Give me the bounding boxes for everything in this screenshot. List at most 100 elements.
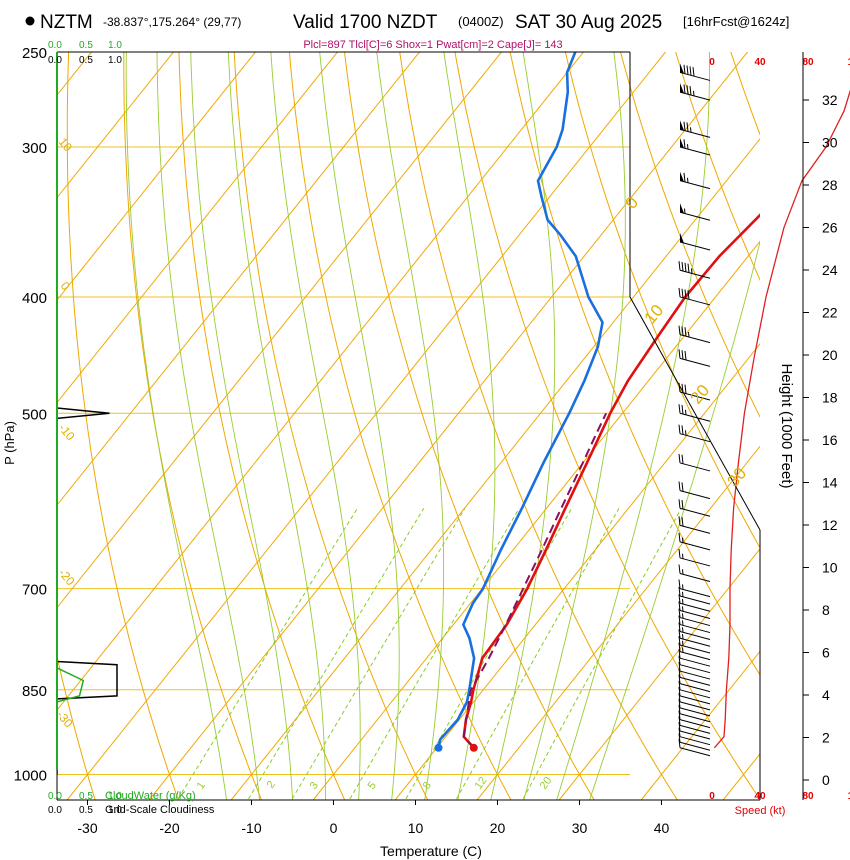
- barb-flag: [678, 674, 681, 684]
- barb-flag: [678, 716, 681, 726]
- barb-staff: [679, 588, 711, 598]
- wind-barb-320: [679, 171, 711, 190]
- cloud-scale-top: 0.0 0.5 1.0 0.0 0.5 1.0: [48, 40, 122, 66]
- barb-staff: [679, 357, 711, 367]
- barb-staff: [679, 391, 711, 401]
- barb-staff: [679, 557, 711, 567]
- barb-flag: [684, 262, 687, 272]
- barb-flag: [678, 594, 681, 604]
- barb-staff: [679, 695, 711, 705]
- x-tick-label--30: -30: [77, 820, 97, 836]
- barb-flag: [678, 649, 681, 659]
- barb-flag: [692, 67, 695, 77]
- dry-adiabat-80: [619, 52, 760, 418]
- isotherm--90: [57, 52, 175, 199]
- height-tick-label-10: 10: [822, 560, 838, 576]
- barb-flag: [687, 263, 690, 273]
- sounding-profiles: [57, 52, 760, 775]
- cw-scale-top-0: 0.0: [48, 40, 62, 51]
- isotherm--10: [230, 138, 760, 800]
- isotherm--70: [57, 52, 339, 404]
- speed-tick-top-0: 0: [709, 57, 715, 68]
- wind-barb-620: [678, 516, 711, 534]
- height-tick-label-0: 0: [822, 772, 830, 788]
- barb-flag: [678, 680, 681, 690]
- barb-flag: [681, 517, 684, 527]
- barb-flag: [678, 601, 681, 611]
- wind-barb-750: [678, 615, 711, 634]
- barb-flag: [678, 287, 681, 298]
- barb-pennant: [680, 138, 684, 149]
- barb-staff: [679, 683, 711, 693]
- barb-pennant: [680, 83, 684, 94]
- x-axis-title: Temperature (C): [380, 843, 482, 859]
- surface-temperature-dot: [469, 743, 478, 752]
- wind-barb-870: [678, 692, 711, 711]
- barb-half-flag: [685, 409, 687, 415]
- x-tick-label-0: 0: [330, 820, 338, 836]
- cloudiness-title: Grid-Scale Cloudiness: [105, 804, 215, 816]
- height-tick-label-12: 12: [822, 517, 838, 533]
- barb-flag: [678, 721, 681, 732]
- pressure-label-300: 300: [22, 140, 47, 157]
- barb-staff: [679, 719, 711, 729]
- dry-adiabat--20: [66, 52, 179, 800]
- barb-flag: [681, 326, 684, 336]
- barb-staff: [679, 602, 711, 612]
- barb-staff: [679, 624, 711, 634]
- barb-flag: [678, 548, 681, 558]
- wind-barb-930: [678, 727, 711, 746]
- barb-staff: [679, 701, 711, 711]
- mixing-ratio-label-3: 3: [308, 780, 321, 792]
- mixing-ratio-3: [290, 508, 466, 800]
- dry-adiabat-50: [454, 52, 760, 800]
- cw-scale-bot-1: 0.5: [79, 791, 93, 802]
- mixing-ratio-20: [521, 508, 682, 800]
- barb-staff: [679, 334, 711, 344]
- wind-barb-820: [678, 662, 711, 680]
- mixing-ratio-5: [348, 508, 520, 800]
- barb-staff: [679, 595, 711, 605]
- barb-half-flag: [687, 144, 689, 150]
- wind-barb-770: [678, 629, 711, 647]
- parcel-line: [462, 412, 608, 749]
- barb-flag: [681, 350, 684, 360]
- isotherm-30: [558, 548, 760, 800]
- wind-barb-290: [679, 120, 711, 138]
- barb-flag: [689, 66, 692, 76]
- wind-barb-810: [678, 655, 711, 674]
- dry-adiabat--10: [123, 52, 262, 800]
- barb-pennant: [680, 203, 684, 214]
- wind-barb-780: [678, 635, 711, 654]
- barb-flag: [683, 84, 686, 94]
- barb-flag: [684, 384, 687, 394]
- barb-half-flag: [682, 569, 684, 575]
- barb-flag: [678, 635, 681, 646]
- wind-speed-line: [713, 89, 850, 749]
- dry-adiabat-10: [233, 52, 429, 800]
- wind-barb-790: [678, 642, 711, 661]
- wind-barb-520: [678, 424, 711, 443]
- moist-adiabat-10: [319, 52, 400, 800]
- mixing-ratio-label-8: 8: [421, 780, 434, 792]
- barb-staff: [679, 741, 711, 751]
- barb-staff: [679, 617, 711, 627]
- barb-flag: [683, 121, 686, 131]
- y-axis-title: P (hPa): [2, 421, 17, 465]
- wind-barb-500: [678, 404, 711, 422]
- barb-flag: [681, 454, 684, 464]
- barb-flag: [678, 733, 681, 743]
- barb-half-flag: [682, 591, 684, 597]
- barb-half-flag: [685, 430, 687, 436]
- isotherm--40: [57, 52, 585, 711]
- wind-barb-830: [678, 668, 711, 686]
- height-tick-label-8: 8: [822, 602, 830, 618]
- speed-tick-top-40: 40: [754, 57, 766, 68]
- wind-barb-920: [678, 721, 711, 740]
- barb-staff: [679, 730, 711, 740]
- wind-barb-340: [679, 203, 711, 221]
- barb-flag: [689, 85, 692, 96]
- barb-flag: [678, 686, 681, 696]
- dry-adiabat-30: [343, 52, 595, 800]
- pressure-label-700: 700: [22, 582, 47, 599]
